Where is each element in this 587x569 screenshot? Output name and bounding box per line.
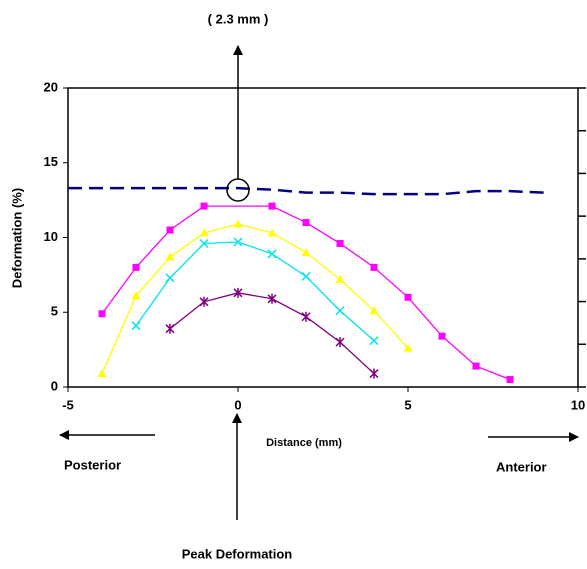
marker <box>370 263 378 271</box>
marker <box>267 293 277 304</box>
plot-frame <box>67 87 579 388</box>
marker <box>98 310 106 318</box>
marker <box>335 306 345 316</box>
x-axis-label: Distance (mm) <box>266 437 342 449</box>
annotation-left: Posterior <box>64 457 121 472</box>
series-line <box>101 205 511 381</box>
marker <box>199 238 209 249</box>
marker <box>233 237 243 247</box>
marker <box>404 293 412 301</box>
marker <box>199 228 209 237</box>
marker <box>268 202 276 210</box>
series-line <box>68 186 545 196</box>
marker <box>131 321 141 331</box>
marker <box>301 247 311 256</box>
annotation-bottom: Peak Deformation <box>182 546 293 561</box>
marker <box>301 311 311 322</box>
arrows <box>59 45 579 520</box>
y-axis-label: Deformation (%) <box>9 188 24 288</box>
y-tick-label: 10 <box>44 229 58 244</box>
x-tick-label: 5 <box>404 397 411 412</box>
y-tick-label: 15 <box>44 154 58 169</box>
marker <box>233 287 243 298</box>
marker <box>302 219 310 227</box>
marker <box>200 202 208 210</box>
marker <box>369 336 379 346</box>
marker <box>506 376 514 384</box>
marker <box>301 271 311 281</box>
annotation-top: ( 2.3 mm ) <box>208 11 269 26</box>
marker <box>472 362 480 370</box>
series-line <box>135 241 375 342</box>
x-tick-label: 0 <box>234 397 241 412</box>
annotation-right: Anterior <box>496 459 547 474</box>
marker <box>369 368 379 379</box>
marker <box>165 323 175 334</box>
marker <box>267 249 277 259</box>
marker <box>438 332 446 340</box>
marker <box>336 239 344 247</box>
y-tick-label: 0 <box>51 378 58 393</box>
series-line <box>101 223 409 374</box>
x-tick-label: 10 <box>571 397 585 412</box>
highlight-circle <box>226 178 250 202</box>
marker <box>233 219 243 228</box>
marker <box>165 252 175 261</box>
marker <box>97 369 107 378</box>
marker <box>131 291 141 300</box>
marker <box>335 337 345 348</box>
marker <box>369 306 379 315</box>
marker <box>132 263 140 271</box>
marker <box>403 343 413 352</box>
x-tick-label: -5 <box>62 397 74 412</box>
marker <box>267 228 277 237</box>
y-tick-label: 5 <box>51 304 58 319</box>
marker <box>165 273 175 283</box>
marker <box>199 296 209 307</box>
marker <box>335 274 345 283</box>
marker <box>166 226 174 234</box>
y-tick-label: 20 <box>44 79 58 94</box>
